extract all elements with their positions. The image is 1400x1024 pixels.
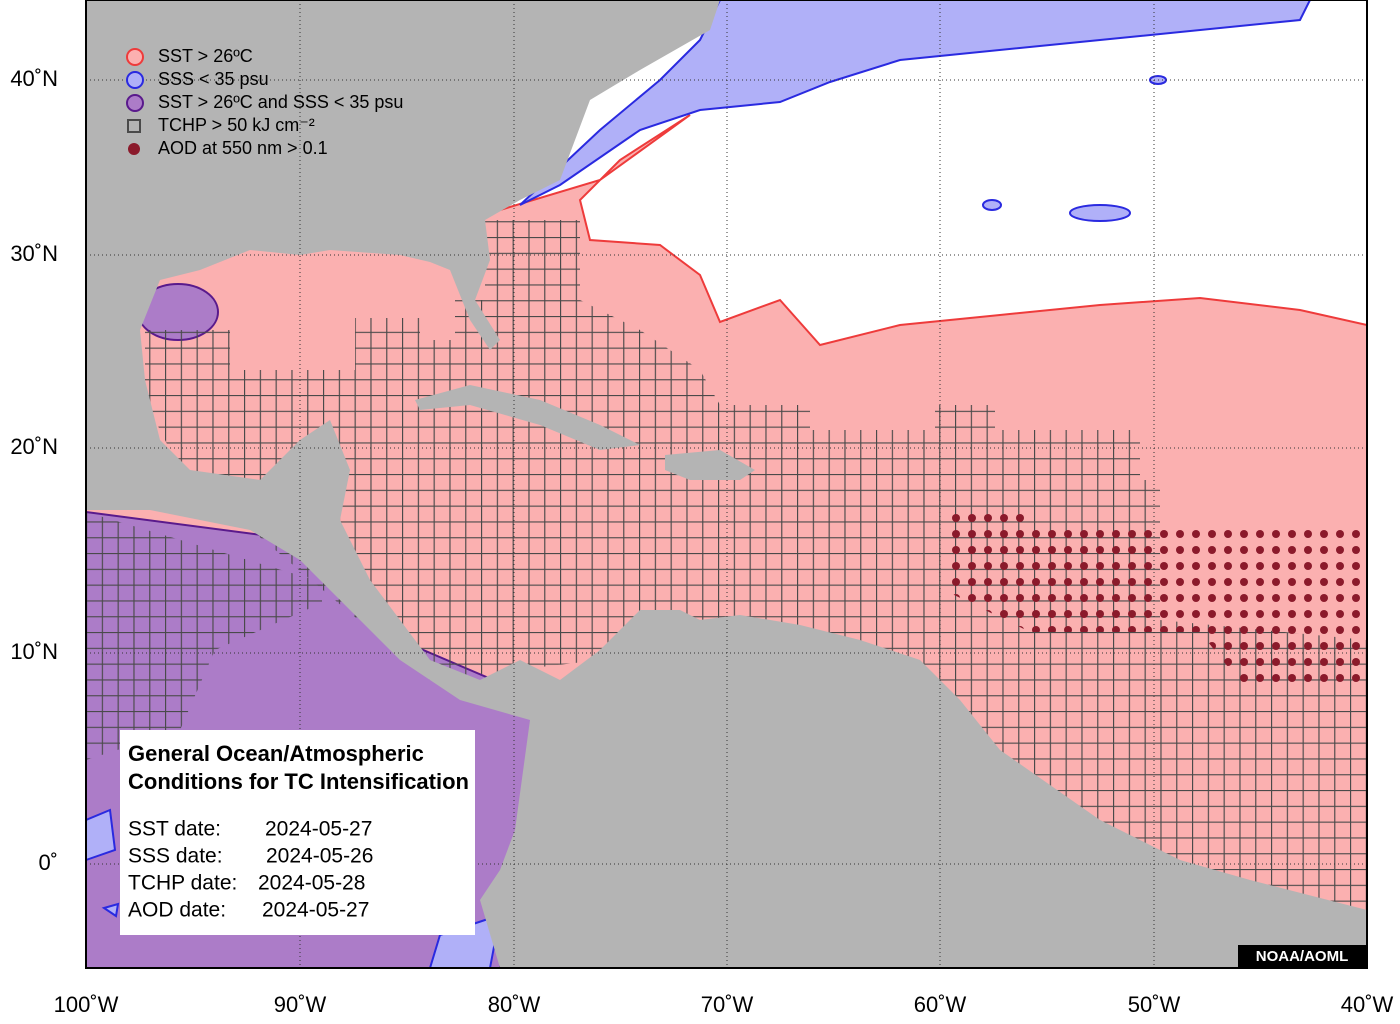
graticule (86, 0, 1367, 968)
aod-icon (101, 902, 120, 918)
date-value: 2024-05-26 (266, 845, 373, 868)
date-label: SSS date: (128, 845, 223, 868)
legend-symbol (126, 71, 144, 89)
lon-label: 100˚W (54, 992, 119, 1017)
sss-region (1069, 204, 1131, 222)
legend-symbol (126, 94, 144, 112)
legend-symbol (127, 119, 141, 133)
legend-label: AOD at 550 nm > 0.1 (158, 138, 328, 158)
lon-label: 60˚W (914, 992, 967, 1017)
land (86, 0, 1367, 968)
info-title: Conditions for TC Intensification (128, 769, 469, 794)
land (665, 450, 755, 480)
sss-region (86, 808, 117, 862)
map-body: General Ocean/Atmospheric Conditions for… (86, 0, 1367, 968)
info-box (120, 730, 475, 935)
aod-region (948, 508, 1367, 682)
lat-label: 30˚N (10, 241, 58, 266)
credit: NOAA/AOML (1256, 948, 1349, 965)
sss-region (982, 199, 1002, 211)
legend-label: SST > 26ºC and SSS < 35 psu (158, 92, 403, 112)
date-value: 2024-05-27 (265, 818, 372, 841)
sss-region (428, 913, 502, 968)
legend-label: TCHP > 50 kJ cm⁻² (158, 115, 315, 135)
frame (85, 0, 1368, 969)
sss-region (519, 0, 1312, 206)
date-value: 2024-05-27 (262, 899, 369, 922)
legend-symbol (128, 143, 140, 155)
lat-label: 20˚N (10, 434, 58, 459)
date-label: AOD date: (128, 899, 226, 922)
date-label: SST date: (128, 818, 221, 841)
legend-symbol (126, 48, 144, 66)
tchp-region (86, 512, 322, 760)
lat-label: 0˚ (38, 850, 58, 875)
date-value: 2024-05-28 (258, 872, 365, 895)
lon-label: 70˚W (701, 992, 754, 1017)
land (415, 385, 640, 450)
lon-label: 80˚W (488, 992, 541, 1017)
legend-label: SST > 26ºC (158, 46, 253, 66)
lon-label: 50˚W (1128, 992, 1181, 1017)
lat-label: 40˚N (10, 66, 58, 91)
info-title: General Ocean/Atmospheric (128, 741, 424, 766)
lat-label: 10˚N (10, 639, 58, 664)
credit-box (1238, 945, 1366, 967)
date-label: TCHP date: (128, 872, 237, 895)
lon-label: 40˚W (1341, 992, 1394, 1017)
legend-label: SSS < 35 psu (158, 69, 269, 89)
lon-label: 90˚W (274, 992, 327, 1017)
